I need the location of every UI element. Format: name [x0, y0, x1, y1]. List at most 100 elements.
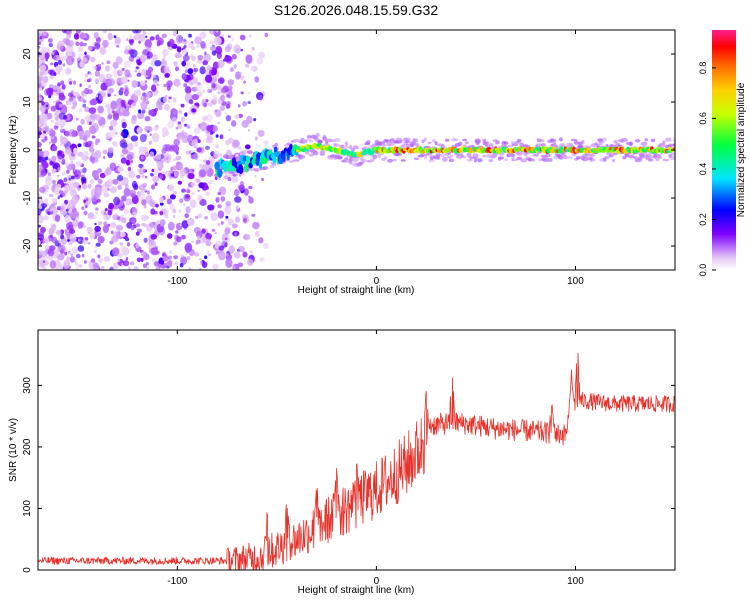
- heatmap-noise-cell: [159, 219, 166, 227]
- heatmap-halo-cell: [488, 143, 494, 147]
- heatmap-noise-cell: [117, 166, 124, 173]
- heatmap-halo-cell: [552, 138, 557, 144]
- heatmap-noise-cell: [183, 193, 191, 202]
- heatmap-noise-cell: [212, 61, 220, 70]
- y-tick-label: 300: [22, 377, 33, 394]
- heatmap-noise-cell: [111, 110, 115, 114]
- heatmap-noise-cell: [72, 101, 78, 108]
- heatmap-noise-cell: [208, 30, 216, 35]
- heatmap-noise-cell: [254, 230, 260, 238]
- heatmap-noise-cell: [162, 96, 168, 103]
- heatmap-noise-cell: [57, 71, 61, 75]
- heatmap-noise-cell: [54, 121, 60, 127]
- heatmap-noise-cell: [144, 215, 150, 220]
- heatmap-noise-cell: [181, 60, 187, 67]
- heatmap-noise-cell: [76, 253, 81, 259]
- heatmap-noise-cell: [144, 80, 148, 83]
- heatmap-halo-cell: [511, 158, 519, 162]
- heatmap-halo-cell: [319, 149, 325, 154]
- heatmap-halo-cell: [477, 158, 483, 163]
- heatmap-noise-cell: [152, 221, 156, 226]
- heatmap-halo-cell: [668, 143, 673, 148]
- heatmap-noise-cell: [110, 222, 117, 228]
- heatmap-noise-cell: [87, 78, 91, 83]
- heatmap-halo-cell: [334, 137, 341, 142]
- heatmap-noise-cell: [183, 44, 187, 49]
- heatmap-noise-cell: [42, 238, 48, 244]
- heatmap-noise-cell: [99, 172, 106, 179]
- heatmap-noise-cell: [51, 236, 58, 244]
- heatmap-halo-cell: [349, 160, 353, 165]
- heatmap-halo-cell: [537, 139, 545, 143]
- heatmap-noise-cell: [57, 174, 60, 177]
- heatmap-halo-cell: [389, 138, 395, 142]
- heatmap-noise-cell: [112, 68, 119, 78]
- heatmap-noise-cell: [108, 202, 114, 210]
- heatmap-noise-cell: [214, 109, 218, 113]
- heatmap-halo-cell: [597, 142, 604, 146]
- heatmap-noise-cell: [224, 205, 232, 215]
- heatmap-noise-cell: [81, 253, 85, 258]
- heatmap-noise-cell: [164, 171, 170, 176]
- heatmap-noise-cell: [209, 132, 214, 136]
- heatmap-halo-cell: [594, 142, 598, 146]
- heatmap-noise-cell: [107, 223, 111, 227]
- heatmap-noise-cell: [65, 146, 72, 155]
- heatmap-noise-cell: [211, 49, 217, 56]
- heatmap-noise-cell: [78, 185, 82, 188]
- heatmap-noise-cell: [105, 167, 112, 176]
- heatmap-noise-cell: [141, 199, 147, 206]
- heatmap-noise-cell: [64, 229, 68, 232]
- heatmap-noise-cell: [109, 186, 117, 194]
- heatmap-noise-cell: [103, 211, 107, 216]
- heatmap-halo-cell: [558, 155, 564, 160]
- heatmap-noise-cell: [199, 257, 203, 261]
- heatmap-noise-cell: [172, 214, 176, 219]
- heatmap-noise-cell: [187, 73, 194, 81]
- heatmap-noise-cell: [87, 183, 92, 189]
- heatmap-noise-cell: [205, 233, 213, 240]
- heatmap-halo-cell: [306, 135, 312, 139]
- heatmap-noise-cell: [67, 250, 71, 254]
- heatmap-noise-cell: [120, 99, 126, 105]
- heatmap-noise-cell: [180, 254, 184, 258]
- heatmap-noise-cell: [196, 235, 201, 240]
- heatmap-halo-cell: [292, 159, 300, 162]
- heatmap-noise-cell: [228, 128, 231, 132]
- heatmap-noise-cell: [258, 95, 264, 101]
- heatmap-noise-cell: [187, 134, 194, 143]
- heatmap-noise-cell: [161, 57, 166, 63]
- heatmap-noise-cell: [38, 41, 42, 45]
- heatmap-noise-cell: [145, 151, 150, 158]
- heatmap-noise-cell: [70, 197, 78, 206]
- heatmap-noise-cell: [50, 210, 54, 215]
- heatmap-halo-cell: [493, 154, 498, 158]
- heatmap-noise-cell: [144, 205, 147, 209]
- heatmap-noise-cell: [205, 99, 209, 103]
- heatmap-noise-cell: [184, 85, 192, 94]
- heatmap-noise-cell: [187, 256, 191, 261]
- heatmap-halo-cell: [344, 141, 348, 146]
- heatmap-noise-cell: [68, 96, 74, 102]
- heatmap-noise-cell: [88, 72, 92, 76]
- heatmap-noise-cell: [136, 127, 143, 134]
- heatmap-halo-cell: [481, 154, 487, 158]
- heatmap-noise-cell: [153, 126, 159, 132]
- heatmap-noise-cell: [131, 211, 137, 218]
- heatmap-noise-cell: [231, 120, 237, 127]
- heatmap-noise-cell: [134, 141, 139, 147]
- heatmap-halo-cell: [423, 154, 428, 159]
- heatmap-noise-cell: [204, 255, 208, 260]
- heatmap-noise-cell: [181, 234, 186, 240]
- heatmap-noise-cell: [82, 42, 87, 47]
- heatmap-noise-cell: [211, 83, 216, 89]
- heatmap-noise-cell: [207, 253, 212, 257]
- heatmap-noise-cell: [97, 235, 105, 244]
- heatmap-noise-cell: [199, 66, 206, 75]
- heatmap-noise-cell: [38, 80, 42, 89]
- heatmap-halo-cell: [499, 156, 504, 160]
- heatmap-noise-cell: [175, 161, 183, 171]
- heatmap-noise-cell: [225, 201, 232, 207]
- y-tick-label: 0: [22, 147, 33, 153]
- heatmap-noise-cell: [207, 88, 213, 94]
